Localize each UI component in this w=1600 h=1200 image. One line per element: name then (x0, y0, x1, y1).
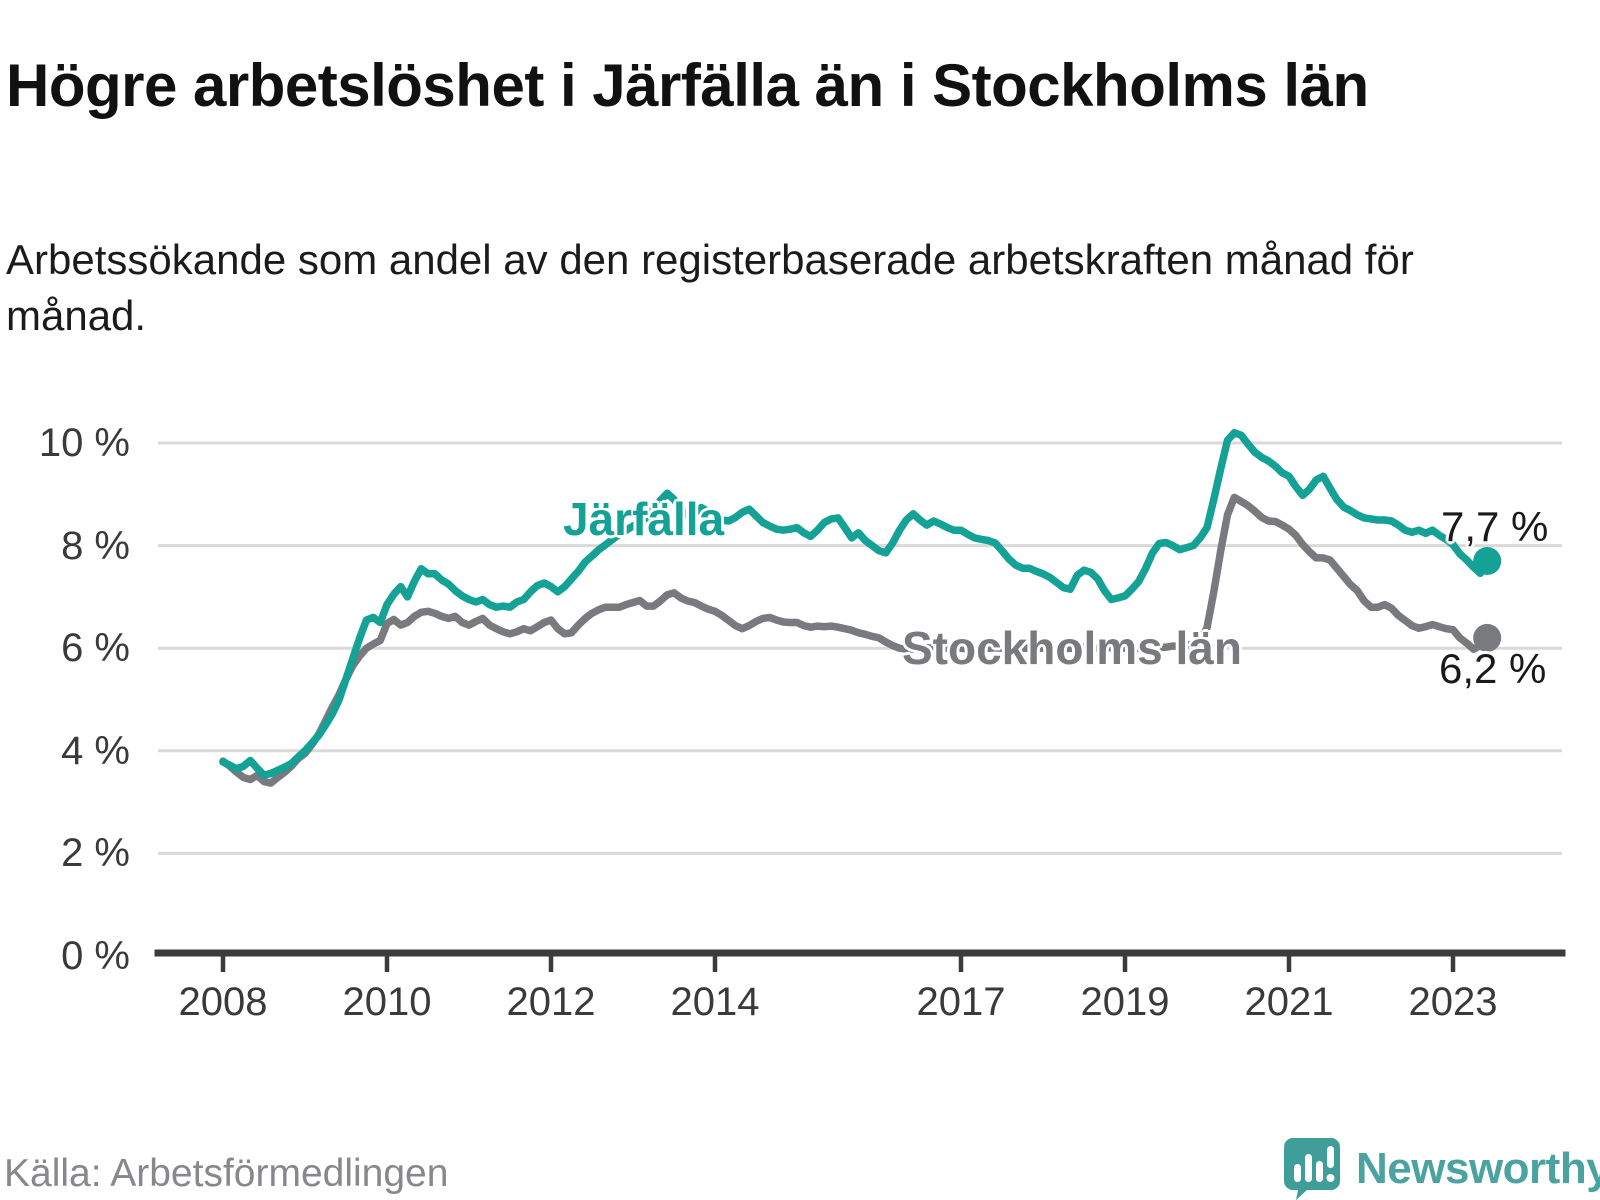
x-tick-label: 2010 (342, 980, 432, 1024)
brand: Newsworthy (1284, 1138, 1600, 1200)
stockholm-series-line (219, 493, 1491, 787)
source-text: Källa: Arbetsförmedlingen (4, 1152, 449, 1195)
x-tick-label: 2023 (1408, 980, 1498, 1024)
gridlines (158, 441, 1562, 855)
x-tick-label: 2017 (916, 980, 1006, 1024)
x-tick-label: 2019 (1080, 980, 1170, 1024)
brand-name: Newsworthy (1356, 1144, 1600, 1193)
stockholm-series-label: Stockholms län (902, 622, 1242, 674)
y-tick-label: 4 % (61, 728, 130, 773)
x-tick-label: 2012 (506, 980, 596, 1024)
y-tick-label: 2 % (61, 831, 130, 876)
jarfalla-series-line (219, 428, 1491, 780)
y-tick-label: 10 % (38, 421, 130, 465)
y-tick-label: 8 % (61, 523, 130, 568)
stockholm-endpoint-dot (1473, 623, 1502, 652)
page-subtitle: Arbetssökande som andel av den registerb… (6, 236, 1414, 339)
x-axis-ticks (220, 956, 1456, 972)
stockholm-end-value-label: 6,2 % (1439, 645, 1547, 692)
x-tick-label: 2014 (670, 980, 760, 1024)
y-tick-label: 0 % (61, 934, 130, 978)
jarfalla-end-value-label: 7,7 % (1441, 503, 1549, 550)
jarfalla-endpoint-dot (1473, 547, 1502, 575)
y-tick-label: 6 % (61, 626, 130, 671)
newsworthy-logo-icon (1284, 1138, 1340, 1200)
x-tick-label: 2021 (1244, 980, 1334, 1024)
page-title: Högre arbetslöshet i Järfälla än i Stock… (6, 52, 1369, 120)
jarfalla-series-label: Järfälla (563, 493, 725, 545)
x-tick-label: 2008 (178, 980, 268, 1024)
